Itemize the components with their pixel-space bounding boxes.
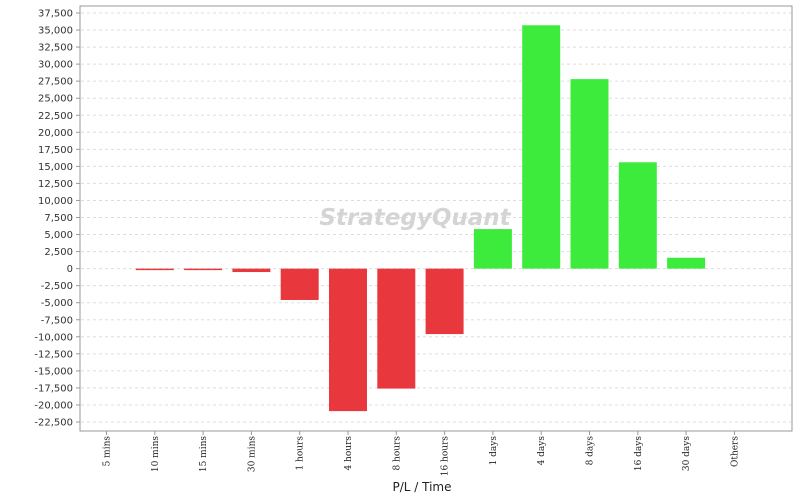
- y-axis-ticks: 37,500 35,000 32,500 30,000 27,500 25,000 22,5…: [34, 9, 80, 429]
- x-tick-label: 8 days: [586, 436, 596, 466]
- x-tick-label: 1 hours: [296, 436, 306, 471]
- x-tick-label: 4 days: [537, 436, 547, 466]
- x-tick-label: 1 days: [489, 436, 499, 466]
- y-tick-label: -2,500: [41, 281, 73, 292]
- y-tick-label: 5,000: [44, 230, 73, 241]
- y-tick-label: 35,000: [38, 26, 73, 37]
- x-tick-label: 8 hours: [392, 436, 402, 471]
- bar: [184, 268, 223, 271]
- watermark-logo: StrategyQuant: [319, 205, 511, 231]
- x-tick-label: 30 mins: [247, 436, 257, 473]
- bar: [570, 79, 609, 269]
- y-tick-label: 15,000: [38, 162, 73, 173]
- x-tick-label: 30 days: [682, 436, 692, 472]
- bar: [377, 268, 416, 389]
- y-tick-label: -22,500: [34, 418, 73, 429]
- bar: [473, 229, 512, 269]
- y-tick-label: 22,500: [38, 111, 73, 122]
- x-tick-label: 16 hours: [441, 436, 451, 477]
- y-tick-label: 30,000: [38, 60, 73, 71]
- x-tick-label: 16 days: [634, 436, 644, 472]
- x-tick-label: 4 hours: [344, 436, 354, 471]
- y-tick-label: -15,000: [34, 366, 73, 377]
- y-tick-label: 2,500: [44, 247, 73, 258]
- x-tick-label: Others: [730, 436, 740, 467]
- y-tick-label: 7,500: [44, 213, 73, 224]
- y-tick-label: 0: [67, 264, 73, 275]
- x-tick-label: 10 mins: [151, 436, 161, 473]
- y-tick-label: -17,500: [34, 383, 73, 394]
- y-tick-label: -5,000: [41, 298, 73, 309]
- y-tick-label: 10,000: [38, 196, 73, 207]
- y-tick-label: -12,500: [34, 349, 73, 360]
- y-tick-label: -7,500: [41, 315, 73, 326]
- y-tick-label: 27,500: [38, 77, 73, 88]
- bar: [667, 257, 706, 269]
- y-tick-label: 32,500: [38, 43, 73, 54]
- y-tick-label: 17,500: [38, 145, 73, 156]
- bar: [329, 268, 367, 412]
- bar: [280, 268, 319, 300]
- x-tick-label: 5 mins: [103, 436, 113, 467]
- bar: [522, 25, 561, 269]
- y-tick-label: 25,000: [38, 94, 73, 105]
- x-tick-label: 15 mins: [199, 436, 209, 473]
- y-tick-label: -20,000: [34, 400, 73, 411]
- bar: [232, 268, 271, 273]
- bars: [135, 25, 706, 412]
- bar: [135, 268, 174, 271]
- y-tick-label: 37,500: [38, 9, 73, 20]
- x-axis-ticks: 5 mins 10 mins 15 mins 30 mins 1 hours 4 hour…: [103, 431, 740, 477]
- plot-area: [79, 5, 793, 432]
- bar: [425, 268, 464, 335]
- bar: [618, 162, 657, 269]
- y-tick-label: -10,000: [34, 332, 73, 343]
- y-tick-label: 20,000: [38, 128, 73, 139]
- x-axis-label: P/L / Time: [392, 480, 451, 494]
- y-tick-label: 12,500: [38, 179, 73, 190]
